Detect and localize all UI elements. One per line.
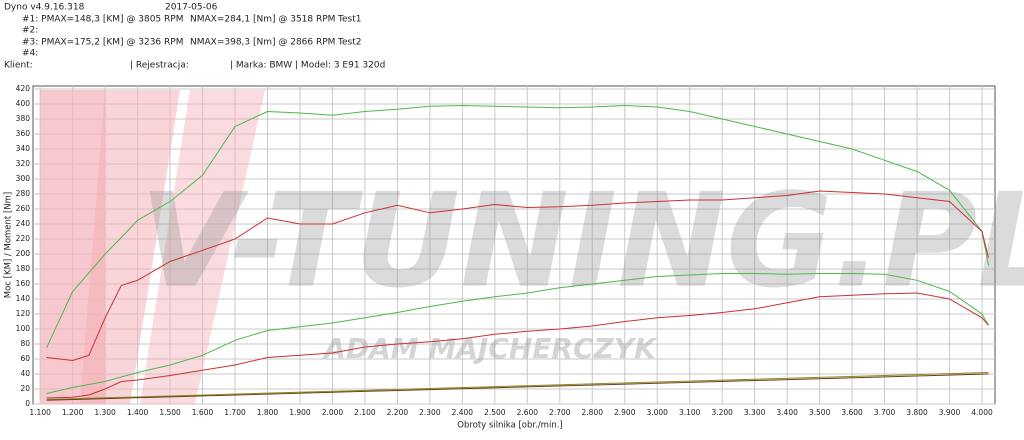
run-power: #4: (22, 49, 38, 59)
x-tick-label: 1.700 (224, 408, 246, 417)
header: Dyno v4.9.16.318 2017-05-06 #1: PMAX=148… (4, 3, 385, 71)
x-tick-label: 1.800 (257, 408, 279, 417)
run-power: #3: PMAX=175,2 [KM] @ 3236 RPM (22, 38, 183, 48)
x-tick-label: 3.700 (874, 408, 896, 417)
run-torque: NMAX=284,1 [Nm] @ 3518 RPM (190, 15, 335, 25)
x-tick-label: 2.300 (419, 408, 441, 417)
y-tick-label: 240 (16, 219, 31, 228)
y-tick-label: 280 (16, 189, 31, 198)
y-tick-label: 400 (16, 99, 31, 108)
client: Klient: (4, 61, 33, 71)
vehicle: | Marka: BMW | Model: 3 E91 320d (230, 61, 385, 71)
x-tick-label: 3.800 (906, 408, 928, 417)
y-tick-label: 200 (16, 249, 31, 258)
date: 2017-05-06 (165, 3, 218, 13)
curve (46, 104, 989, 349)
x-tick-label: 3.200 (711, 408, 733, 417)
curve (46, 373, 989, 401)
x-tick-label: 2.100 (354, 408, 376, 417)
y-tick-label: 360 (16, 129, 31, 138)
x-tick-label: 2.700 (549, 408, 571, 417)
plot-area (32, 85, 996, 405)
y-axis-label: Moc [KM] / Moment [Nm] (4, 192, 14, 298)
y-tick-label: 60 (20, 354, 30, 363)
x-tick-label: 2.800 (582, 408, 604, 417)
x-tick-label: 3.600 (841, 408, 863, 417)
x-tick-label: 2.900 (614, 408, 636, 417)
watermark-stripe (80, 90, 180, 404)
y-tick-label: 0 (25, 399, 30, 408)
x-axis-label: Obroty silnika [obr./min.] (457, 421, 562, 431)
x-tick-label: 4.000 (971, 408, 993, 417)
x-tick-label: 1.100 (29, 408, 51, 417)
x-tick-label: 2.400 (452, 408, 474, 417)
y-tick-label: 220 (16, 234, 31, 243)
x-tick-label: 2.600 (517, 408, 539, 417)
y-tick-label: 300 (16, 174, 31, 183)
y-tick-label: 20 (20, 384, 30, 393)
software: Dyno v4.9.16.318 (4, 3, 85, 13)
x-tick-label: 3.500 (809, 408, 831, 417)
registration: | Rejestracja: (130, 61, 189, 71)
y-tick-label: 260 (16, 204, 31, 213)
y-tick-label: 140 (16, 294, 31, 303)
y-tick-label: 160 (16, 279, 31, 288)
x-tick-label: 3.000 (646, 408, 668, 417)
curve (46, 372, 989, 400)
y-tick-label: 180 (16, 264, 31, 273)
curve (46, 273, 989, 394)
x-tick-label: 2.500 (484, 408, 506, 417)
run-power: #2: (22, 26, 38, 36)
y-tick-label: 340 (16, 144, 31, 153)
x-tick-label: 2.200 (387, 408, 409, 417)
x-tick-label: 2.000 (322, 408, 344, 417)
y-tick-label: 80 (20, 339, 30, 348)
y-tick-label: 380 (16, 114, 31, 123)
x-tick-label: 3.100 (679, 408, 701, 417)
watermark: V-TUNING.PL (140, 165, 1024, 317)
watermark-stripe (140, 90, 265, 404)
watermark-author: ADAM MAJCHERCZYK (322, 332, 658, 365)
run-name: Test2 (337, 38, 361, 48)
y-tick-label: 120 (16, 309, 31, 318)
x-tick-label: 3.400 (776, 408, 798, 417)
run-name: Test1 (337, 15, 361, 25)
x-tick-label: 1.200 (62, 408, 84, 417)
run-torque: NMAX=398,3 [Nm] @ 2866 RPM (190, 38, 335, 48)
curve (46, 190, 989, 362)
x-tick-label: 1.600 (192, 408, 214, 417)
x-tick-label: 3.300 (744, 408, 766, 417)
y-tick-label: 420 (16, 84, 31, 93)
x-tick-label: 1.500 (159, 408, 181, 417)
x-tick-label: 1.300 (94, 408, 116, 417)
curve (46, 292, 989, 399)
x-tick-label: 1.900 (289, 408, 311, 417)
x-tick-label: 3.900 (939, 408, 961, 417)
y-tick-label: 320 (16, 159, 31, 168)
run-power: #1: PMAX=148,3 [KM] @ 3805 RPM (22, 15, 183, 25)
y-tick-label: 40 (20, 369, 30, 378)
x-tick-label: 1.400 (127, 408, 149, 417)
y-tick-label: 100 (16, 324, 31, 333)
